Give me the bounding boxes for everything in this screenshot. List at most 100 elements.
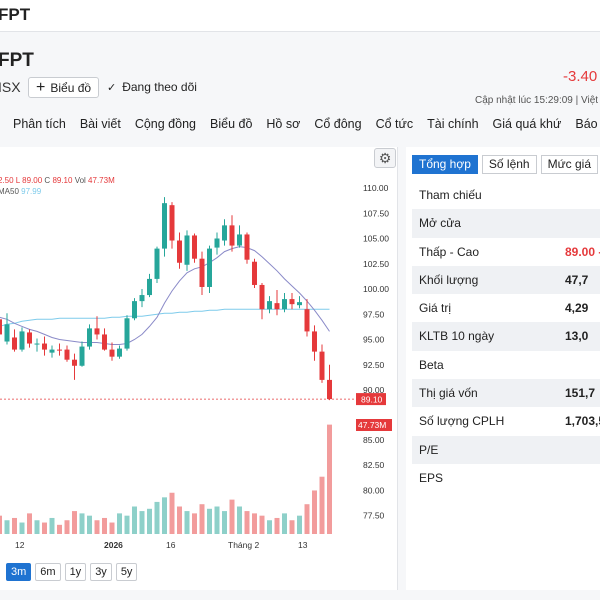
candle-body — [244, 234, 250, 260]
stats-row: Thị giá vốn 151,7 — [412, 379, 600, 408]
price-axis-tick: 92.50 — [363, 360, 385, 370]
x-axis-tick: Tháng 2 — [228, 540, 259, 550]
price-axis-tick: 110.00 — [363, 183, 389, 193]
tab-tong-hop[interactable]: Tổng hợp — [412, 155, 478, 174]
candle-body — [297, 302, 302, 306]
price-change: -3.40 . — [563, 68, 600, 85]
stats-value: 4,29 — [565, 301, 589, 316]
volume-bar — [64, 520, 70, 534]
volume-bar — [199, 504, 205, 534]
candle-body — [327, 379, 332, 400]
volume-bar — [274, 517, 280, 534]
candle-body — [199, 258, 205, 287]
ohlc-close-label: C — [42, 176, 53, 185]
x-axis-tick: 12 — [15, 540, 25, 550]
volume-bar — [109, 522, 115, 534]
price-axis-tick: 97.50 — [363, 309, 385, 319]
ohlc-prefix: 2.50 L — [0, 176, 23, 185]
tab-muc-gia[interactable]: Mức giá — [540, 155, 598, 174]
stats-row: P/E — [412, 435, 600, 464]
site-logo-text: FPT — [0, 5, 31, 24]
volume-bar — [147, 508, 152, 534]
range-1y[interactable]: 1y — [64, 563, 87, 581]
candle-body — [177, 240, 182, 263]
stats-row: Giá trị 4,29 — [412, 294, 600, 322]
range-3m[interactable]: 3m — [6, 563, 32, 581]
nav-item-ho-so[interactable]: Hồ sơ — [266, 117, 301, 131]
stats-label: Beta — [419, 357, 444, 372]
follow-label: Đang theo dõi — [122, 80, 197, 94]
volume-bar — [57, 524, 62, 534]
volume-axis-tick: 82.50 — [363, 460, 385, 470]
follow-button[interactable]: ✓ Đang theo dõi — [107, 80, 197, 94]
stats-label: Thấp - Cao — [419, 244, 480, 259]
price-axis-tick: 102.50 — [363, 259, 389, 269]
chart-button[interactable]: + Biểu đồ — [28, 77, 100, 98]
candle-body — [229, 225, 235, 246]
volume-bar — [289, 520, 295, 534]
stats-row: Tham chiếu — [412, 181, 600, 209]
candle-body — [139, 295, 145, 302]
candle-body — [0, 319, 2, 335]
volume-bar — [102, 517, 107, 534]
price-chart[interactable]: 110.00 107.50 105.00 102.50 100.00 97.50 95.00… — [0, 170, 398, 560]
stats-label: Mở cửa — [419, 216, 461, 231]
tab-so-lenh[interactable]: Số lệnh — [481, 155, 537, 174]
candle-body — [117, 348, 122, 357]
candle-body — [124, 318, 130, 349]
volume-axis-tick: 85.00 — [363, 435, 385, 445]
nav-item-tai-chinh[interactable]: Tài chính — [427, 117, 479, 131]
volume-bar — [72, 511, 77, 534]
stats-table: Tham chiếu Mở cửa Thấp - Cao 89.00 - Khối lư… — [412, 181, 600, 492]
nav-item-bieu-do[interactable]: Biểu đồ — [210, 117, 253, 131]
nav-item-gia-qua-khu[interactable]: Giá quá khứ — [492, 117, 562, 131]
nav-item-cong-dong[interactable]: Cộng đồng — [134, 117, 196, 131]
gear-icon[interactable]: ⚙ — [374, 148, 396, 168]
candle-body — [259, 284, 265, 310]
range-selector: 3m 6m 1y 3y 5y — [6, 563, 138, 581]
candle-body — [102, 334, 107, 350]
volume-bar — [319, 476, 325, 534]
volume-bar — [169, 492, 175, 534]
price-axis-tick: 95.00 — [363, 335, 385, 345]
range-5y[interactable]: 5y — [115, 563, 138, 581]
candle-body — [4, 324, 10, 342]
volume-bar — [79, 513, 85, 534]
candle-body — [169, 205, 175, 241]
nav-item-bao-cao[interactable]: Báo cáo — [575, 117, 600, 131]
range-3y[interactable]: 3y — [90, 563, 112, 581]
nav-item-co-tuc[interactable]: Cổ tức — [375, 117, 414, 131]
range-6m[interactable]: 6m — [35, 563, 61, 581]
candle-body — [147, 278, 152, 296]
candle-body — [192, 235, 197, 259]
price-axis-tick: 107.50 — [363, 208, 389, 218]
volume-axis-tick: 80.00 — [363, 485, 385, 495]
candle-body — [57, 349, 62, 351]
candle-body — [34, 343, 40, 345]
nav-item-bai-viet[interactable]: Bài viết — [79, 117, 121, 131]
price-axis-tick: 90.00 — [363, 385, 385, 395]
updated-time: Cập nhật lúc 15:29:09 | Việt N — [475, 95, 600, 106]
stats-value: 13,0 — [565, 329, 589, 344]
nav-item-co-dong[interactable]: Cổ đông — [314, 117, 362, 131]
ohlc-low: 89.00 — [22, 176, 43, 185]
price-axis-tick: 105.00 — [363, 234, 389, 244]
volume-bar — [0, 515, 2, 534]
stats-label: Tham chiếu — [419, 188, 482, 202]
volume-bar — [252, 513, 257, 534]
nav-item-phan-tich[interactable]: Phân tích — [13, 117, 66, 131]
volume-bar — [222, 511, 227, 534]
ma50-label: MA50 — [0, 187, 22, 196]
candle-body — [312, 331, 317, 352]
volume-bar — [237, 506, 242, 534]
ohlc-close: 89.10 — [52, 176, 73, 185]
candle-body — [27, 332, 32, 344]
x-axis-tick: 13 — [298, 540, 308, 550]
volume-bar — [297, 515, 302, 534]
x-axis-tick: 16 — [166, 540, 176, 550]
volume-bar — [207, 508, 212, 534]
stats-row: Số lượng CPLH 1,703,5 — [412, 407, 600, 435]
last-volume-tag: 47.73M — [358, 420, 386, 430]
volume-bar — [214, 506, 220, 534]
stats-value: 1,703,5 — [565, 414, 600, 429]
